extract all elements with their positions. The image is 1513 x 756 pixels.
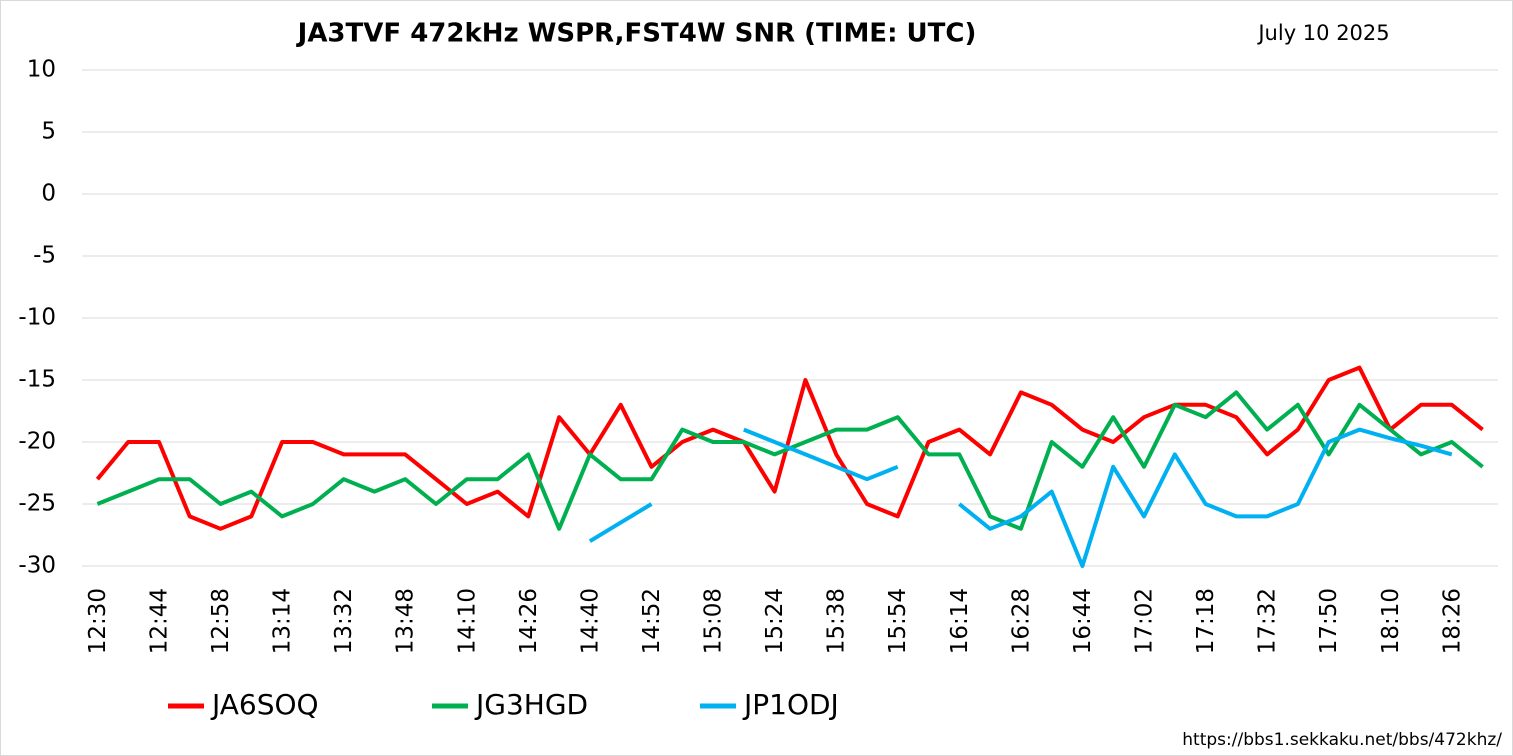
y-tick-label: -10 (18, 305, 56, 331)
x-tick-label: 14:52 (639, 588, 665, 654)
y-tick-label: -20 (18, 429, 56, 455)
chart-title: JA3TVF 472kHz WSPR,FST4W SNR (TIME: UTC) (296, 19, 977, 49)
chart-date: July 10 2025 (1256, 21, 1389, 45)
x-tick-label: 18:26 (1439, 588, 1465, 654)
y-tick-label: -30 (18, 553, 56, 579)
x-tick-label: 13:48 (393, 588, 419, 654)
x-tick-label: 15:24 (762, 588, 788, 654)
y-tick-label: 0 (41, 181, 56, 207)
x-tick-label: 17:18 (1193, 588, 1219, 654)
x-tick-label: 13:32 (331, 588, 357, 654)
series-line (588, 427, 1453, 568)
x-tick-label: 17:32 (1255, 588, 1281, 654)
legend-label: JG3HGD (474, 688, 588, 721)
x-tick-label: 14:40 (577, 588, 603, 654)
legend-label: JP1ODJ (742, 688, 839, 721)
x-tick-label: 15:38 (824, 588, 850, 654)
legend-label: JA6SOQ (210, 688, 319, 721)
x-tick-label: 16:44 (1070, 588, 1096, 654)
x-tick-label: 17:02 (1132, 588, 1158, 654)
x-tick-label: 13:14 (270, 588, 296, 654)
x-tick-label: 14:10 (454, 588, 480, 654)
y-tick-label: -5 (33, 243, 56, 269)
y-tick-label: 10 (27, 57, 56, 83)
x-tick-label: 16:14 (947, 588, 973, 654)
x-tick-label: 15:54 (885, 588, 911, 654)
source-url: https://bbs1.sekkaku.net/bbs/472khz/ (1182, 730, 1502, 750)
y-tick-label: 5 (41, 119, 56, 145)
x-tick-label: 12:58 (208, 588, 234, 654)
x-tick-label: 18:10 (1378, 588, 1404, 654)
x-tick-label: 16:28 (1008, 588, 1034, 654)
x-tick-label: 12:44 (146, 588, 172, 654)
x-tick-label: 17:50 (1316, 588, 1342, 654)
x-tick-label: 15:08 (701, 588, 727, 654)
y-tick-label: -15 (18, 367, 56, 393)
x-tick-label: 14:26 (516, 588, 542, 654)
series-line (95, 365, 1484, 531)
y-tick-label: -25 (18, 491, 56, 517)
x-tick-label: 12:30 (85, 588, 111, 654)
